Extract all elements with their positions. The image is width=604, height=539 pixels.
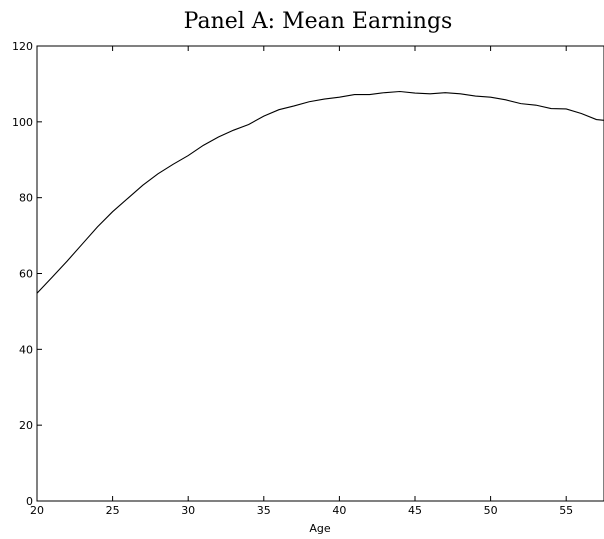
- plot-area: [37, 46, 604, 501]
- axis-ticks: [37, 46, 566, 501]
- x-tick-label: 40: [332, 504, 346, 517]
- y-tick-label: 40: [19, 343, 33, 356]
- y-tick-label: 60: [19, 268, 33, 281]
- x-tick-label: 30: [181, 504, 195, 517]
- y-tick-label: 80: [19, 192, 33, 205]
- y-tick-label: 100: [12, 116, 33, 129]
- chart-title: Panel A: Mean Earnings: [184, 9, 453, 34]
- y-tick-label: 0: [26, 495, 33, 508]
- x-tick-label: 35: [257, 504, 271, 517]
- x-tick-label: 55: [559, 504, 573, 517]
- plot-frame: [37, 46, 604, 501]
- series-line-mean-earnings: [37, 92, 604, 294]
- x-tick-label: 25: [106, 504, 120, 517]
- x-tick-label: 45: [408, 504, 422, 517]
- x-axis-label: Age: [309, 522, 331, 535]
- y-tick-label: 120: [12, 40, 33, 53]
- x-tick-label: 50: [484, 504, 498, 517]
- y-tick-label: 20: [19, 419, 33, 432]
